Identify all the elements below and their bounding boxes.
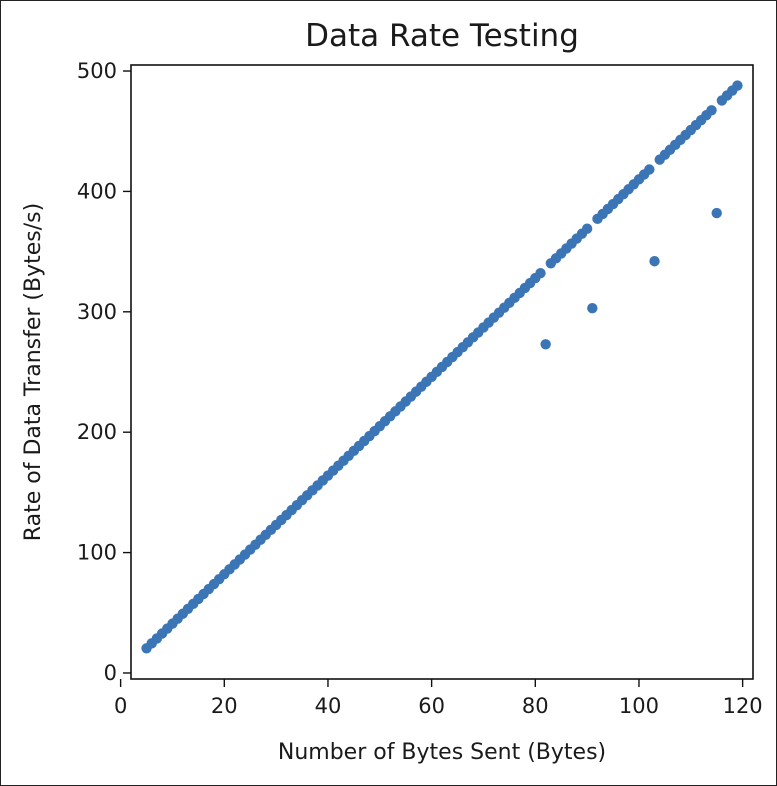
data-point — [540, 339, 551, 350]
data-point — [535, 267, 546, 279]
x-tick-label: 120 — [723, 694, 763, 718]
data-point — [649, 256, 660, 267]
y-axis: 0 100 200 300 400 500 — [77, 59, 131, 685]
y-tick-label: 500 — [77, 59, 117, 83]
y-tick-label: 100 — [77, 541, 117, 565]
y-tick-label: 400 — [77, 179, 117, 203]
data-point — [732, 80, 743, 91]
x-tick-label: 20 — [211, 694, 238, 718]
x-tick-label: 80 — [522, 694, 549, 718]
data-point — [644, 164, 655, 175]
x-axis: 0 20 40 60 80 100 120 — [114, 679, 763, 718]
x-tick-label: 60 — [418, 694, 445, 718]
data-point — [587, 302, 598, 314]
y-tick-label: 300 — [77, 300, 117, 324]
data-point — [706, 105, 717, 116]
x-tick-label: 0 — [114, 694, 127, 718]
x-tick-label: 100 — [619, 694, 659, 718]
chart-title: Data Rate Testing — [305, 18, 579, 54]
data-points — [141, 80, 743, 654]
data-point — [581, 223, 593, 234]
x-tick-label: 40 — [315, 694, 342, 718]
y-tick-label: 200 — [77, 420, 117, 444]
data-point — [711, 207, 722, 219]
y-tick-label: 0 — [104, 661, 117, 685]
x-axis-label: Number of Bytes Sent (Bytes) — [278, 740, 606, 765]
y-axis-label: Rate of Data Transfer (Bytes/s) — [21, 203, 46, 541]
